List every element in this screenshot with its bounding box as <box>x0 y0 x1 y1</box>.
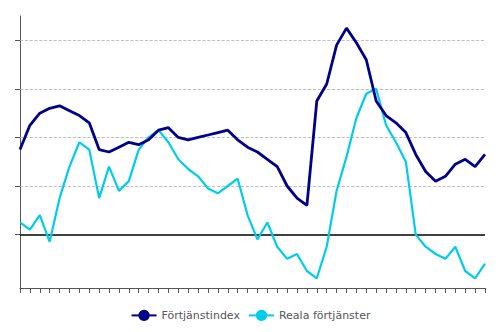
svg-text:Förtjänstindex: Förtjänstindex <box>162 309 241 322</box>
svg-text:Reala förtjänster: Reala förtjänster <box>279 309 371 322</box>
